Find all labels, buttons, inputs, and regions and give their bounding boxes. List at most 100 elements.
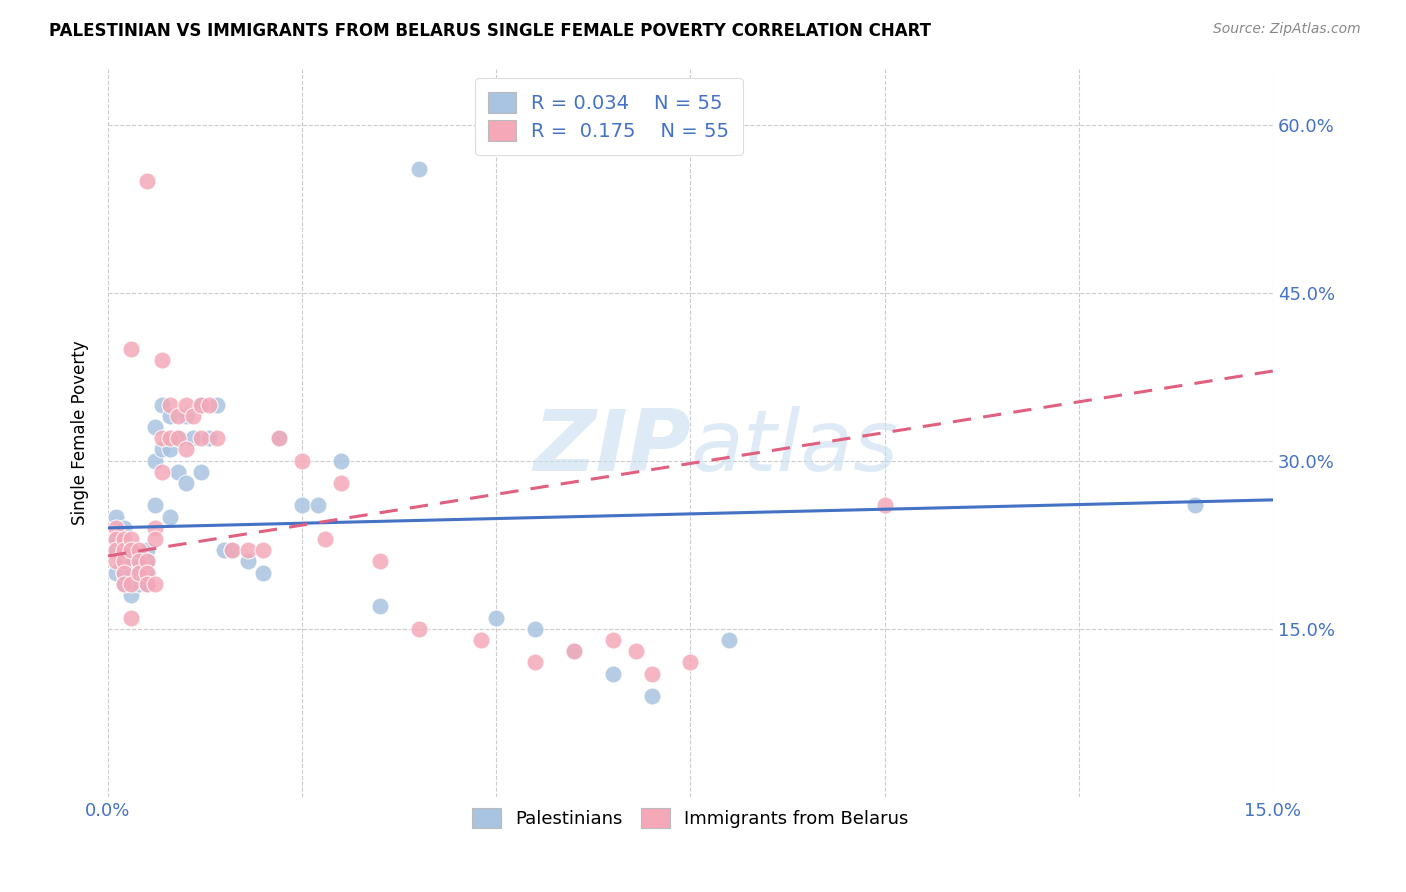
Point bbox=[167, 431, 190, 445]
Text: PALESTINIAN VS IMMIGRANTS FROM BELARUS SINGLE FEMALE POVERTY CORRELATION CHART: PALESTINIAN VS IMMIGRANTS FROM BELARUS S… bbox=[49, 22, 931, 40]
Point bbox=[718, 632, 741, 647]
Point bbox=[135, 577, 157, 591]
Text: Source: ZipAtlas.com: Source: ZipAtlas.com bbox=[1213, 22, 1361, 37]
Point bbox=[470, 632, 492, 647]
Point bbox=[190, 398, 212, 412]
Point bbox=[167, 431, 190, 445]
Point bbox=[174, 476, 197, 491]
Point bbox=[329, 453, 352, 467]
Point bbox=[624, 644, 647, 658]
Point bbox=[104, 521, 127, 535]
Point bbox=[236, 543, 259, 558]
Point bbox=[120, 532, 142, 546]
Point bbox=[112, 543, 135, 558]
Point bbox=[873, 499, 896, 513]
Point bbox=[314, 532, 336, 546]
Point bbox=[174, 442, 197, 457]
Point bbox=[104, 554, 127, 568]
Point bbox=[640, 666, 662, 681]
Point bbox=[150, 352, 173, 367]
Point bbox=[150, 442, 173, 457]
Point bbox=[267, 431, 290, 445]
Point bbox=[128, 543, 150, 558]
Point bbox=[112, 577, 135, 591]
Point bbox=[329, 476, 352, 491]
Point bbox=[167, 465, 190, 479]
Point bbox=[159, 409, 181, 423]
Point bbox=[104, 532, 127, 546]
Point bbox=[135, 543, 157, 558]
Point bbox=[128, 554, 150, 568]
Point bbox=[205, 398, 228, 412]
Point bbox=[120, 543, 142, 558]
Point bbox=[408, 622, 430, 636]
Point bbox=[135, 566, 157, 580]
Point bbox=[190, 431, 212, 445]
Point bbox=[120, 554, 142, 568]
Point bbox=[104, 543, 127, 558]
Text: atlas: atlas bbox=[690, 406, 898, 489]
Point bbox=[120, 588, 142, 602]
Point bbox=[236, 554, 259, 568]
Point bbox=[159, 442, 181, 457]
Point bbox=[143, 499, 166, 513]
Point bbox=[562, 644, 585, 658]
Point bbox=[205, 431, 228, 445]
Point bbox=[128, 554, 150, 568]
Point bbox=[174, 398, 197, 412]
Point bbox=[485, 610, 508, 624]
Point bbox=[183, 431, 205, 445]
Point bbox=[159, 398, 181, 412]
Point bbox=[128, 566, 150, 580]
Point bbox=[562, 644, 585, 658]
Point bbox=[143, 532, 166, 546]
Point bbox=[252, 566, 274, 580]
Point bbox=[167, 409, 190, 423]
Point bbox=[112, 543, 135, 558]
Point bbox=[143, 577, 166, 591]
Point bbox=[679, 656, 702, 670]
Point bbox=[190, 398, 212, 412]
Point bbox=[214, 543, 236, 558]
Point bbox=[307, 499, 329, 513]
Point bbox=[602, 666, 624, 681]
Point bbox=[640, 689, 662, 703]
Point bbox=[159, 431, 181, 445]
Point bbox=[104, 543, 127, 558]
Point bbox=[112, 554, 135, 568]
Point bbox=[128, 566, 150, 580]
Point bbox=[112, 554, 135, 568]
Y-axis label: Single Female Poverty: Single Female Poverty bbox=[72, 341, 89, 525]
Point bbox=[291, 499, 314, 513]
Point bbox=[112, 566, 135, 580]
Point bbox=[112, 521, 135, 535]
Point bbox=[368, 599, 391, 614]
Point bbox=[112, 577, 135, 591]
Point bbox=[190, 465, 212, 479]
Point bbox=[524, 622, 547, 636]
Point bbox=[291, 453, 314, 467]
Point bbox=[120, 577, 142, 591]
Point bbox=[368, 554, 391, 568]
Point bbox=[135, 173, 157, 187]
Point bbox=[150, 431, 173, 445]
Point bbox=[252, 543, 274, 558]
Point bbox=[150, 465, 173, 479]
Point bbox=[174, 409, 197, 423]
Point bbox=[120, 342, 142, 356]
Point bbox=[112, 566, 135, 580]
Point bbox=[120, 577, 142, 591]
Point bbox=[128, 577, 150, 591]
Point bbox=[120, 543, 142, 558]
Point bbox=[198, 398, 221, 412]
Point bbox=[120, 610, 142, 624]
Point bbox=[135, 554, 157, 568]
Point bbox=[112, 532, 135, 546]
Point bbox=[120, 566, 142, 580]
Point bbox=[221, 543, 243, 558]
Point bbox=[104, 509, 127, 524]
Point bbox=[602, 632, 624, 647]
Point bbox=[135, 566, 157, 580]
Point bbox=[104, 532, 127, 546]
Point bbox=[221, 543, 243, 558]
